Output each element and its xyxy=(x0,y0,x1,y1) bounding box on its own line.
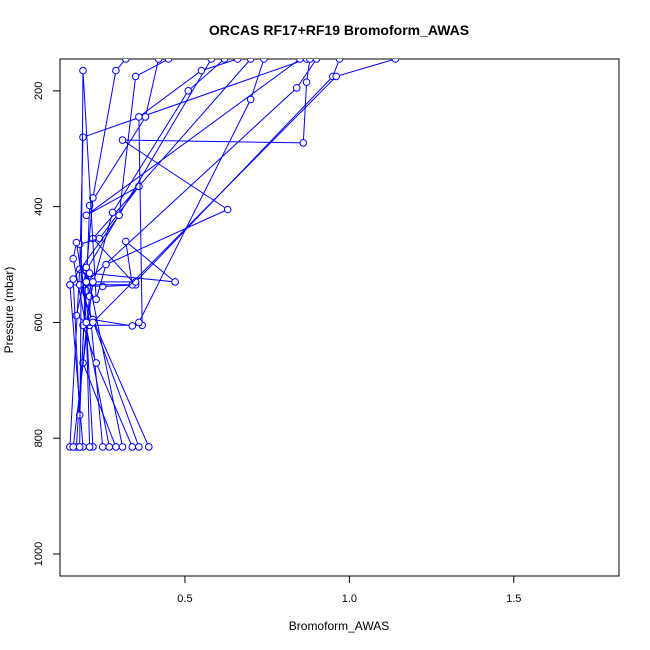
x-tick-label: 0.5 xyxy=(177,593,192,605)
data-point-marker xyxy=(135,182,143,191)
profile-series-3 xyxy=(66,59,255,451)
data-point-marker xyxy=(154,59,163,63)
profile-series-8 xyxy=(69,59,173,451)
data-point-marker xyxy=(69,443,77,451)
series-line xyxy=(78,59,317,448)
y-axis: 200 400 600 800 1000 xyxy=(33,82,60,566)
data-point-marker xyxy=(312,59,321,63)
data-point-marker xyxy=(233,59,242,63)
series-line xyxy=(79,59,301,447)
data-point-marker xyxy=(128,443,137,451)
data-point-marker xyxy=(306,59,314,63)
x-axis: 0.5 1.0 1.5 xyxy=(177,576,521,605)
data-point-marker xyxy=(391,59,400,63)
y-tick-label: 1000 xyxy=(33,542,45,566)
x-axis-label: Bromoform_AWAS xyxy=(289,619,389,633)
data-point-marker xyxy=(164,59,173,63)
x-tick-label: 1.5 xyxy=(506,593,521,605)
data-point-marker xyxy=(75,443,84,451)
data-point-marker xyxy=(72,311,81,320)
profile-series-1 xyxy=(66,59,311,451)
series-line xyxy=(69,59,252,447)
data-point-marker xyxy=(302,78,311,86)
data-point-marker xyxy=(135,113,143,121)
profile-series-10 xyxy=(75,59,321,451)
series-line xyxy=(82,59,225,448)
profile-series-7 xyxy=(79,59,229,451)
data-point-marker xyxy=(118,443,127,451)
chart-title: ORCAS RF17+RF19 Bromoform_AWAS xyxy=(209,22,469,38)
data-point-marker xyxy=(171,278,179,286)
data-point-marker xyxy=(260,59,268,63)
data-point-marker xyxy=(197,66,206,75)
plot-area xyxy=(66,59,400,451)
data-point-marker xyxy=(135,318,143,327)
y-tick-label: 200 xyxy=(33,82,45,100)
plot-frame xyxy=(59,58,620,577)
data-point-marker xyxy=(79,66,87,75)
data-point-marker xyxy=(95,234,104,243)
data-point-marker xyxy=(82,278,91,286)
data-point-marker xyxy=(332,72,341,81)
data-point-marker xyxy=(122,237,130,246)
data-point-marker xyxy=(122,59,130,63)
y-tick-label: 400 xyxy=(33,197,45,215)
data-point-marker xyxy=(115,211,123,220)
data-point-marker xyxy=(246,95,255,104)
data-point-marker xyxy=(141,113,150,121)
data-point-marker xyxy=(293,84,301,92)
data-point-marker xyxy=(72,238,81,247)
y-axis-label: Pressure (mbar) xyxy=(2,267,16,354)
series-line xyxy=(79,59,311,447)
data-point-marker xyxy=(82,263,91,272)
y-tick-label: 600 xyxy=(33,313,45,331)
data-point-marker xyxy=(92,295,100,304)
data-point-marker xyxy=(118,136,127,144)
data-point-marker xyxy=(85,269,94,278)
data-point-marker xyxy=(207,59,216,63)
data-point-marker xyxy=(82,318,91,327)
data-point-marker xyxy=(296,59,304,63)
data-point-marker xyxy=(79,133,87,141)
data-point-marker xyxy=(92,359,100,367)
data-point-marker xyxy=(89,278,97,286)
data-point-marker xyxy=(85,443,94,451)
data-point-marker xyxy=(75,281,84,289)
data-point-marker xyxy=(69,275,77,283)
data-point-marker xyxy=(128,322,137,330)
y-tick-label: 800 xyxy=(33,429,45,447)
data-point-marker xyxy=(105,443,114,451)
profile-series-14 xyxy=(82,59,400,451)
data-point-marker xyxy=(98,443,107,451)
data-point-marker xyxy=(145,443,153,451)
data-point-marker xyxy=(89,318,97,327)
profile-series-5 xyxy=(82,59,130,451)
data-point-marker xyxy=(220,59,229,63)
x-tick-label: 1.0 xyxy=(342,593,357,605)
data-point-marker xyxy=(82,211,91,220)
data-point-marker xyxy=(135,443,143,451)
data-point-marker xyxy=(112,443,120,451)
data-point-marker xyxy=(335,59,344,63)
data-point-marker xyxy=(89,194,97,202)
data-point-marker xyxy=(102,260,110,269)
data-point-marker xyxy=(223,205,232,214)
series-line xyxy=(69,59,307,447)
profile-series-12 xyxy=(75,59,314,451)
data-point-marker xyxy=(69,254,77,263)
data-point-marker xyxy=(299,139,308,147)
data-point-marker xyxy=(184,87,192,95)
profile-series-9 xyxy=(79,59,242,451)
profile-series-4 xyxy=(75,59,304,451)
data-point-marker xyxy=(108,208,117,217)
data-point-marker xyxy=(246,59,255,63)
series-line xyxy=(72,59,340,447)
data-point-marker xyxy=(112,66,120,75)
series-line xyxy=(92,59,265,448)
data-point-marker xyxy=(131,72,140,81)
